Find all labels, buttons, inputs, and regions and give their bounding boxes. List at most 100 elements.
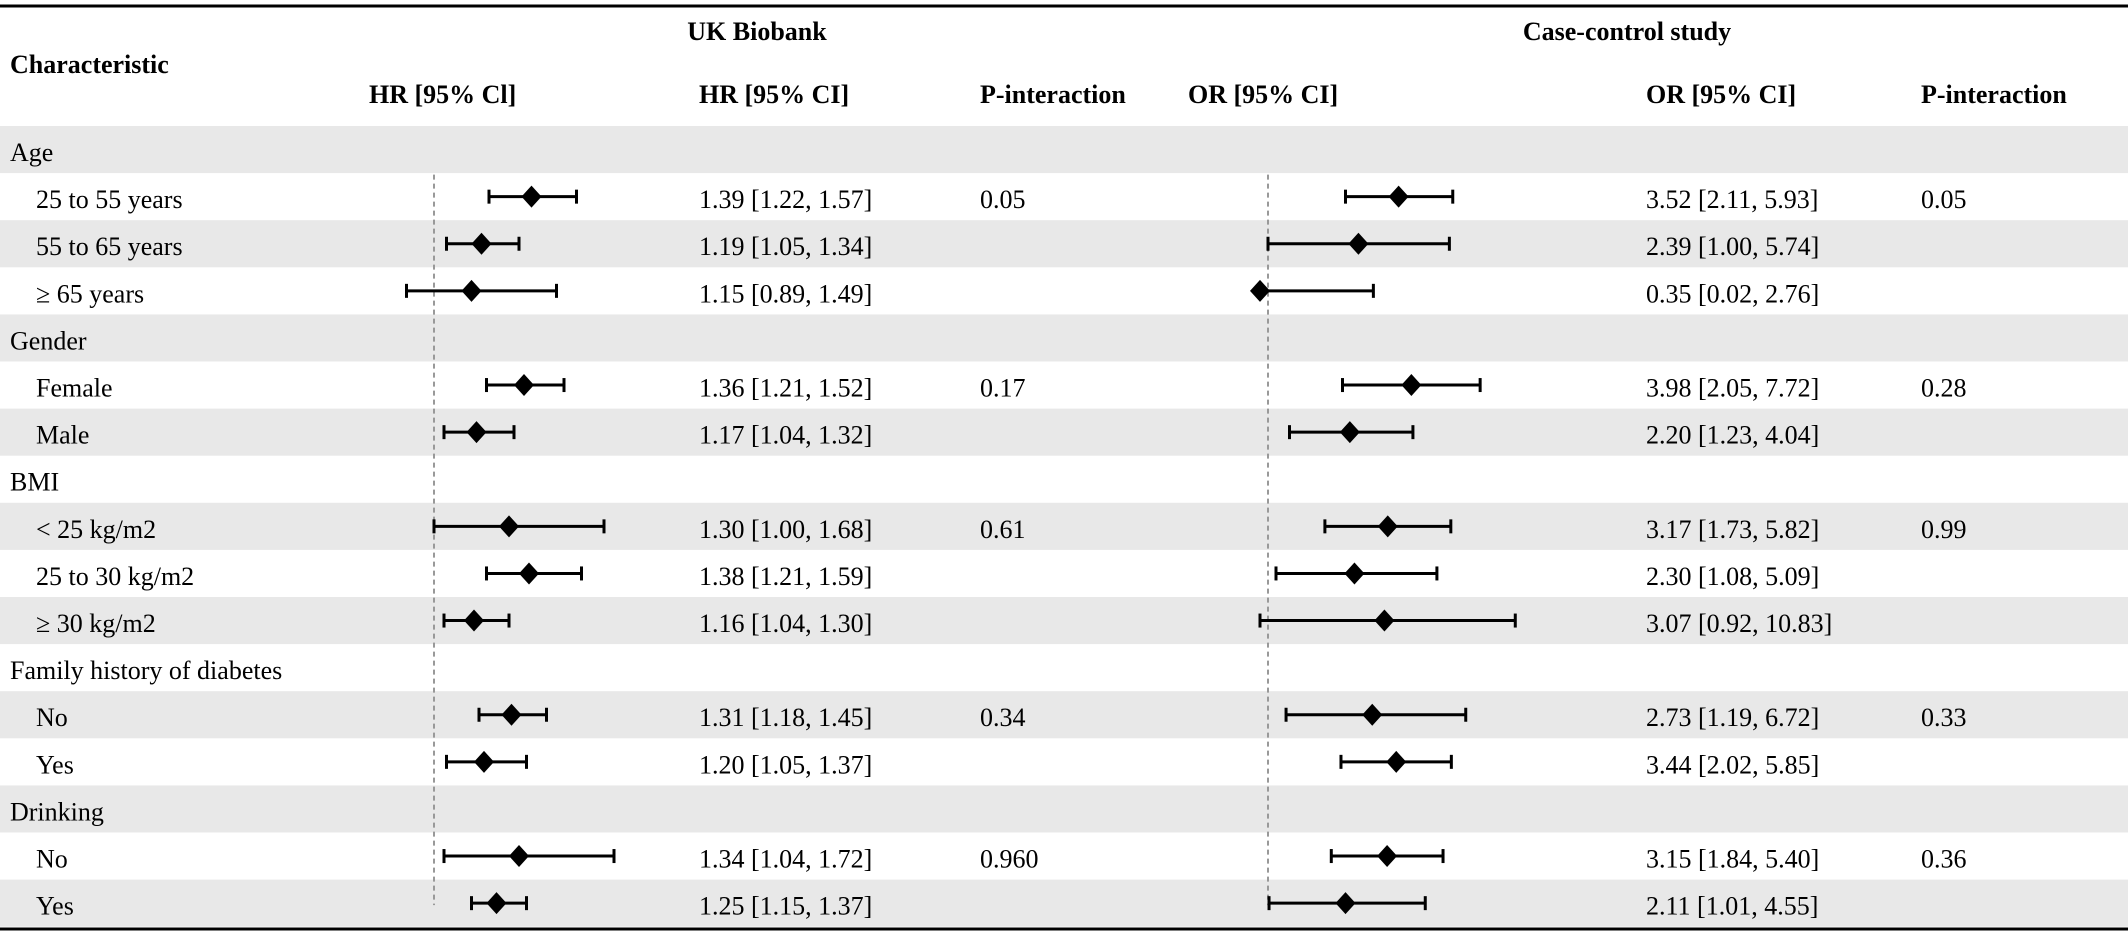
or-value-text: 2.39 [1.00, 5.74] [1646, 232, 1819, 261]
header-p-interaction-uk: P-interaction [980, 80, 1126, 109]
row-label: ≥ 30 kg/m2 [36, 609, 156, 638]
or-estimate-diamond [1386, 750, 1407, 773]
hr-value-text: 1.34 [1.04, 1.72] [699, 845, 872, 874]
hr-value-text: 1.17 [1.04, 1.32] [699, 421, 872, 450]
or-p-interaction: 0.05 [1921, 185, 1967, 214]
or-estimate-diamond [1374, 609, 1395, 632]
header-uk-biobank: UK Biobank [687, 17, 827, 46]
or-value-text: 2.11 [1.01, 4.55] [1646, 892, 1818, 921]
or-estimate-diamond [1362, 703, 1383, 726]
or-value-text: 3.52 [2.11, 5.93] [1646, 185, 1818, 214]
hr-value-text: 1.30 [1.00, 1.68] [699, 515, 872, 544]
or-estimate-diamond [1339, 421, 1360, 444]
row-label: Male [36, 421, 89, 450]
hr-p-interaction: 0.960 [980, 845, 1039, 874]
row-shade [0, 220, 2128, 268]
group-label: Family history of diabetes [10, 656, 282, 685]
table-row: No 1.34 [1.04, 1.72] 0.960 3.15 [1.84, 5.40… [36, 845, 1967, 874]
row-label: No [36, 703, 68, 732]
group-row: Gender [10, 326, 87, 355]
row-shade [0, 879, 2128, 927]
row-shade [0, 126, 2128, 174]
hr-estimate-diamond [501, 703, 522, 726]
or-value-text: 3.07 [0.92, 10.83] [1646, 609, 1832, 638]
table-row: No 1.31 [1.18, 1.45] 0.34 2.73 [1.19, 6.72]… [36, 703, 1967, 732]
or-value-text: 3.98 [2.05, 7.72] [1646, 374, 1819, 403]
or-value-text: 0.35 [0.02, 2.76] [1646, 279, 1819, 308]
or-estimate-diamond [1377, 845, 1398, 868]
row-shade [0, 502, 2128, 550]
row-label: 25 to 55 years [36, 185, 183, 214]
row-shade [0, 597, 2128, 645]
group-row: Family history of diabetes [10, 656, 282, 685]
row-shade [0, 314, 2128, 362]
or-value-text: 3.17 [1.73, 5.82] [1646, 515, 1819, 544]
hr-p-interaction: 0.17 [980, 374, 1026, 403]
hr-value-text: 1.15 [0.89, 1.49] [699, 279, 872, 308]
hr-estimate-diamond [474, 750, 494, 773]
hr-estimate-diamond [509, 845, 529, 868]
or-value-text: 2.73 [1.19, 6.72] [1646, 703, 1819, 732]
or-estimate-diamond [1401, 374, 1422, 397]
hr-estimate-diamond [464, 609, 484, 632]
table-row: Yes 1.20 [1.05, 1.37] 3.44 [2.02, 5.85] [36, 750, 1819, 779]
row-shade [0, 785, 2128, 833]
table-row: 25 to 55 years 1.39 [1.22, 1.57] 0.05 3.52 … [36, 185, 1967, 214]
row-label: Yes [36, 750, 74, 779]
hr-estimate-diamond [514, 374, 534, 397]
or-value-text: 2.20 [1.23, 4.04] [1646, 421, 1819, 450]
table-row: ≥ 30 kg/m2 1.16 [1.04, 1.30] 3.07 [0.92, 1… [36, 609, 1832, 638]
or-estimate-diamond [1348, 232, 1369, 255]
row-label: < 25 kg/m2 [36, 515, 156, 544]
hr-value-text: 1.19 [1.05, 1.34] [699, 232, 872, 261]
or-value-text: 3.44 [2.02, 5.85] [1646, 750, 1819, 779]
hr-value-text: 1.31 [1.18, 1.45] [699, 703, 872, 732]
table-row: Female 1.36 [1.21, 1.52] 0.17 3.98 [2.05, 7… [36, 374, 1967, 403]
hr-estimate-diamond [471, 232, 492, 255]
hr-value-text: 1.39 [1.22, 1.57] [699, 185, 872, 214]
row-label: 55 to 65 years [36, 232, 183, 261]
hr-value-text: 1.38 [1.21, 1.59] [699, 562, 872, 591]
hr-p-interaction: 0.34 [980, 703, 1026, 732]
group-row: Age [10, 138, 53, 167]
row-shade [0, 408, 2128, 456]
header-hr-plot: HR [95% Cl] [369, 80, 516, 109]
or-estimate-diamond [1388, 185, 1409, 208]
group-row: BMI [10, 468, 59, 497]
group-label: Age [10, 138, 53, 167]
group-label: Drinking [10, 797, 104, 826]
table-row: 25 to 30 kg/m2 1.38 [1.21, 1.59] 2.30 [1.0… [36, 562, 1819, 591]
hr-value-text: 1.20 [1.05, 1.37] [699, 750, 872, 779]
table-rows: Age 25 to 55 years 1.39 [1.22, 1.57] 0.05 3.… [10, 138, 1967, 921]
row-label: 25 to 30 kg/m2 [36, 562, 194, 591]
table-row: Male 1.17 [1.04, 1.32] 2.20 [1.23, 4.04] [36, 421, 1819, 450]
header-or-text: OR [95% CI] [1646, 80, 1796, 109]
or-p-interaction: 0.36 [1921, 845, 1967, 874]
or-estimate-diamond [1250, 279, 1270, 302]
or-estimate-diamond [1335, 892, 1356, 915]
hr-estimate-diamond [466, 421, 487, 444]
hr-estimate-diamond [499, 515, 519, 538]
table-row: 55 to 65 years 1.19 [1.05, 1.34] 2.39 [1.0… [36, 232, 1819, 261]
group-label: BMI [10, 468, 59, 497]
row-shading [0, 126, 2128, 927]
or-p-interaction: 0.99 [1921, 515, 1967, 544]
header-or-plot: OR [95% CI] [1188, 80, 1338, 109]
header-p-interaction-cc: P-interaction [1921, 80, 2067, 109]
hr-value-text: 1.36 [1.21, 1.52] [699, 374, 872, 403]
or-estimate-diamond [1377, 515, 1398, 538]
row-shade [0, 691, 2128, 739]
row-label: Yes [36, 892, 74, 921]
group-row: Drinking [10, 797, 104, 826]
row-label: No [36, 845, 68, 874]
table-row: < 25 kg/m2 1.30 [1.00, 1.68] 0.61 3.17 [1.7… [36, 515, 1967, 544]
hr-estimate-diamond [519, 562, 539, 585]
hr-estimate-diamond [461, 279, 482, 302]
row-label: Female [36, 374, 113, 403]
row-label: ≥ 65 years [36, 279, 144, 308]
or-p-interaction: 0.28 [1921, 374, 1967, 403]
or-value-text: 2.30 [1.08, 5.09] [1646, 562, 1819, 591]
group-label: Gender [10, 326, 87, 355]
header-characteristic: Characteristic [10, 50, 169, 79]
